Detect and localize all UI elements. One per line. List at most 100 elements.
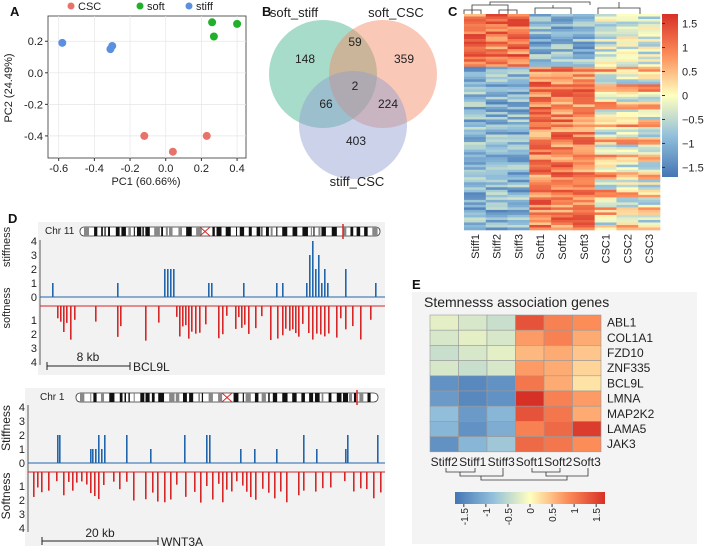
heatmap-c-cell xyxy=(485,16,508,20)
ideogram-band xyxy=(318,227,321,236)
heatmap-c-cell xyxy=(594,177,617,181)
heatmap-c-cell xyxy=(616,84,639,88)
track-bar-softness xyxy=(86,472,88,485)
heatmap-c-cell xyxy=(485,187,508,191)
heatmap-c-cell xyxy=(529,179,552,183)
heatmap-c-cell xyxy=(572,96,595,100)
track-bar-softness xyxy=(133,472,135,501)
track-bar-softness xyxy=(188,306,190,339)
heatmap-c-cell xyxy=(594,214,617,218)
heatmap-c-cell xyxy=(616,144,639,148)
heatmap-e-dendrogram xyxy=(445,468,589,481)
heatmap-c-cell xyxy=(529,167,552,171)
heatmap-c-cell xyxy=(638,49,661,52)
heatmap-c-cell xyxy=(464,217,487,221)
heatmap-c-cell xyxy=(594,71,617,75)
ideogram-band xyxy=(208,393,213,402)
heatmap-c-cell xyxy=(572,64,595,68)
heatmap-c-cell xyxy=(638,167,661,171)
track-bar-softness xyxy=(120,306,122,327)
heatmap-c-cell xyxy=(616,89,639,93)
track-bar-stiffness xyxy=(150,449,152,463)
heatmap-c-cell xyxy=(464,149,487,153)
heatmap-c-cell xyxy=(529,114,552,118)
heatmap-c-cell xyxy=(485,217,508,221)
pca-ylabel: PC2 (24.49%) xyxy=(3,53,15,122)
venn-label-soft-stiff: soft_stiff xyxy=(270,5,319,20)
heatmap-c-cell xyxy=(638,202,661,206)
heatmap-c-cell xyxy=(594,164,617,168)
heatmap-c-cell xyxy=(572,106,595,110)
heatmap-e-cell xyxy=(486,421,516,437)
heatmap-c-column-label: Stiff3 xyxy=(513,234,525,259)
ideogram-centromere xyxy=(221,392,233,403)
heatmap-c-cell xyxy=(616,162,639,165)
heatmap-c-cell xyxy=(616,86,639,90)
heatmap-c-cell xyxy=(507,116,530,120)
heatmap-c-cell xyxy=(572,56,595,60)
heatmap-c-cell xyxy=(529,79,552,83)
heatmap-c-cell xyxy=(638,106,661,110)
heatmap-c-cell xyxy=(529,227,552,231)
heatmap-c-cell xyxy=(529,172,552,176)
heatmap-c-cell xyxy=(551,224,574,228)
heatmap-c-cell xyxy=(616,122,639,125)
heatmap-e-cell xyxy=(572,329,602,346)
heatmap-c-cell xyxy=(485,224,508,228)
heatmap-c-cell xyxy=(594,89,617,93)
heatmap-c-cell xyxy=(507,119,530,123)
heatmap-c-cell xyxy=(638,217,661,221)
heatmap-c-cell xyxy=(551,212,574,216)
heatmap-e-cell xyxy=(543,345,573,361)
venn-count-soft-csc-stiff-csc: 224 xyxy=(378,97,398,111)
heatmap-e-column-labels: Stiff2 Stiff1 Stiff3 Soft1 Soft2 Soft3 xyxy=(431,455,601,469)
pca-ytick-label: 0.2 xyxy=(28,36,43,48)
heatmap-c-cell xyxy=(464,74,487,78)
heatmap-c-cell xyxy=(594,224,617,228)
heatmap-c-cell xyxy=(551,154,574,158)
track-bottom-chr: Chr 1 xyxy=(40,392,65,403)
heatmap-c-cell xyxy=(638,207,661,211)
heatmap-c-cell xyxy=(529,19,552,22)
track-bar-stiffness xyxy=(345,449,347,463)
ideogram-band xyxy=(104,227,106,236)
heatmap-c-cell xyxy=(507,36,530,40)
heatmap-c-cell xyxy=(464,81,487,85)
heatmap-c-cell xyxy=(594,34,617,37)
ideogram-band xyxy=(161,227,164,236)
heatmap-c-cell xyxy=(551,204,574,208)
heatmap-c-cell xyxy=(572,139,595,143)
heatmap-c-cell xyxy=(594,139,617,143)
heatmap-c-cell xyxy=(464,137,487,140)
heatmap-c-cell xyxy=(551,46,574,50)
heatmap-c-cell xyxy=(616,119,639,123)
pca-xlabel: PC1 (60.66%) xyxy=(111,176,180,188)
heatmap-c-cell xyxy=(638,144,661,148)
track-bar-softness xyxy=(370,306,372,320)
heatmap-e-cell xyxy=(486,314,516,331)
heatmap-c-cell xyxy=(551,56,574,60)
track-bar-stiffness xyxy=(209,435,211,463)
heatmap-e-cell xyxy=(543,375,573,392)
heatmap-c-cell xyxy=(507,39,530,42)
track-bottom-scalebar: 20 kb WNT3A xyxy=(41,526,203,549)
heatmap-c-cell xyxy=(594,29,617,32)
heatmap-c-cell xyxy=(507,209,530,213)
heatmap-c-cell xyxy=(485,106,508,110)
track-bar-softness xyxy=(226,472,228,490)
heatmap-c-cell xyxy=(572,54,595,57)
heatmap-c-cell xyxy=(616,132,639,135)
ideogram-band xyxy=(175,393,180,402)
heatmap-c-cell xyxy=(529,152,552,155)
heatmap-c-cell xyxy=(638,64,661,68)
track-bar-softness xyxy=(312,306,314,340)
track-bar-stiffness xyxy=(211,283,213,297)
pca-point-csc xyxy=(168,147,177,156)
heatmap-c-cell xyxy=(485,197,508,201)
heatmap-c-cell xyxy=(529,134,552,138)
heatmap-c-cell xyxy=(638,14,661,17)
heatmap-c-cell xyxy=(616,79,639,83)
heatmap-c-cell xyxy=(464,106,487,110)
heatmap-c-cell xyxy=(594,56,617,60)
heatmap-c-cell xyxy=(551,124,574,128)
